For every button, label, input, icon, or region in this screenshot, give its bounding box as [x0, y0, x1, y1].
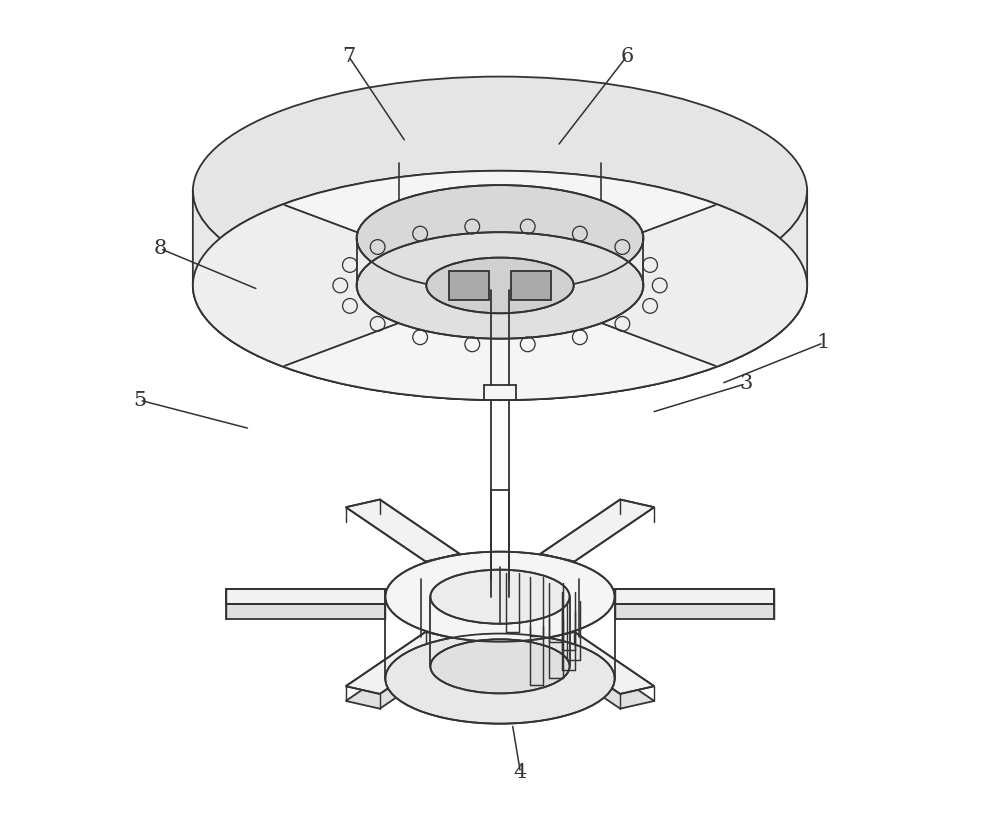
Ellipse shape	[193, 77, 807, 306]
Ellipse shape	[385, 634, 615, 724]
Polygon shape	[500, 192, 643, 339]
Polygon shape	[226, 604, 385, 619]
Polygon shape	[357, 192, 500, 339]
Ellipse shape	[357, 232, 643, 339]
Polygon shape	[193, 204, 399, 367]
Text: 1: 1	[817, 333, 830, 352]
Ellipse shape	[357, 185, 643, 292]
Text: 8: 8	[153, 239, 167, 258]
Polygon shape	[193, 192, 500, 400]
Polygon shape	[226, 589, 385, 605]
Ellipse shape	[430, 639, 570, 693]
Ellipse shape	[385, 551, 615, 641]
Text: 3: 3	[739, 374, 752, 393]
Polygon shape	[540, 500, 654, 561]
Polygon shape	[449, 271, 489, 300]
Polygon shape	[540, 646, 654, 709]
Text: 4: 4	[514, 763, 527, 782]
Polygon shape	[283, 171, 717, 247]
Ellipse shape	[430, 570, 570, 624]
Polygon shape	[500, 192, 807, 400]
Ellipse shape	[426, 257, 574, 313]
Text: 6: 6	[620, 47, 634, 66]
Text: 7: 7	[342, 47, 355, 66]
Polygon shape	[601, 204, 807, 367]
Polygon shape	[615, 604, 774, 619]
Ellipse shape	[193, 171, 807, 400]
Polygon shape	[346, 646, 460, 709]
Polygon shape	[615, 589, 774, 605]
Polygon shape	[346, 632, 460, 694]
Polygon shape	[346, 500, 460, 561]
Polygon shape	[283, 323, 717, 400]
Polygon shape	[511, 271, 551, 300]
Polygon shape	[540, 632, 654, 694]
Text: 5: 5	[133, 391, 146, 410]
